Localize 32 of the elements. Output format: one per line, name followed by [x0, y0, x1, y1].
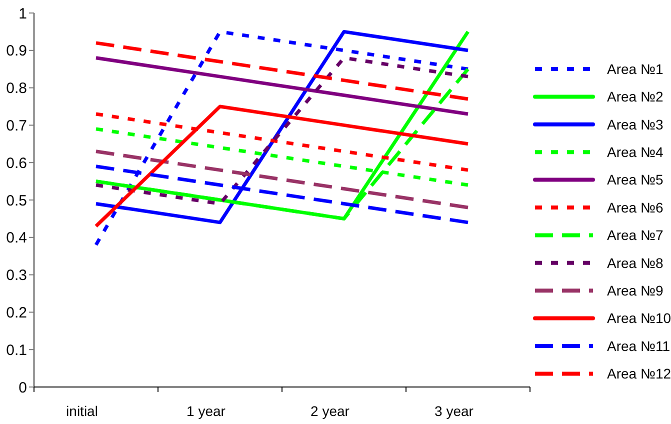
x-tick-label: 3 year: [434, 403, 474, 419]
line-series: [94, 150, 470, 210]
legend-label: Area №10: [607, 310, 671, 326]
y-tick-label: 0.2: [6, 304, 27, 322]
y-tick-label: 0.4: [6, 230, 27, 247]
legend-label: Area №3: [607, 116, 664, 132]
line-series: [94, 104, 470, 228]
y-tick-label: 0: [18, 379, 27, 396]
x-tick-label: 1 year: [186, 403, 226, 419]
y-tick-label: 1: [18, 5, 27, 22]
legend-label: Area №4: [607, 144, 664, 160]
legend-label: Area №7: [607, 227, 664, 244]
legend-label: Area №9: [607, 282, 664, 298]
line-series: [94, 56, 470, 206]
legend-label: Area №2: [607, 88, 664, 105]
legend-label: Area №12: [607, 366, 671, 382]
y-tick-label: 0.9: [6, 42, 27, 60]
y-tick-label: 0.3: [6, 267, 27, 284]
legend-label: Area №8: [607, 254, 664, 271]
y-tick-label: 0.6: [6, 154, 27, 172]
x-tick-label: 2 year: [310, 403, 350, 419]
x-tick-label: initial: [66, 403, 98, 419]
legend-label: Area №6: [607, 199, 664, 216]
line-series: [94, 41, 470, 101]
y-tick-label: 0.1: [6, 342, 27, 359]
legend-label: Area №1: [607, 60, 664, 77]
legend-label: Area №11: [607, 338, 670, 354]
legend-label: Area №5: [607, 172, 664, 188]
line-series: [94, 56, 470, 116]
y-tick-label: 0.5: [6, 192, 27, 210]
y-tick-label: 0.8: [6, 80, 27, 98]
y-tick-label: 0.7: [6, 117, 27, 134]
